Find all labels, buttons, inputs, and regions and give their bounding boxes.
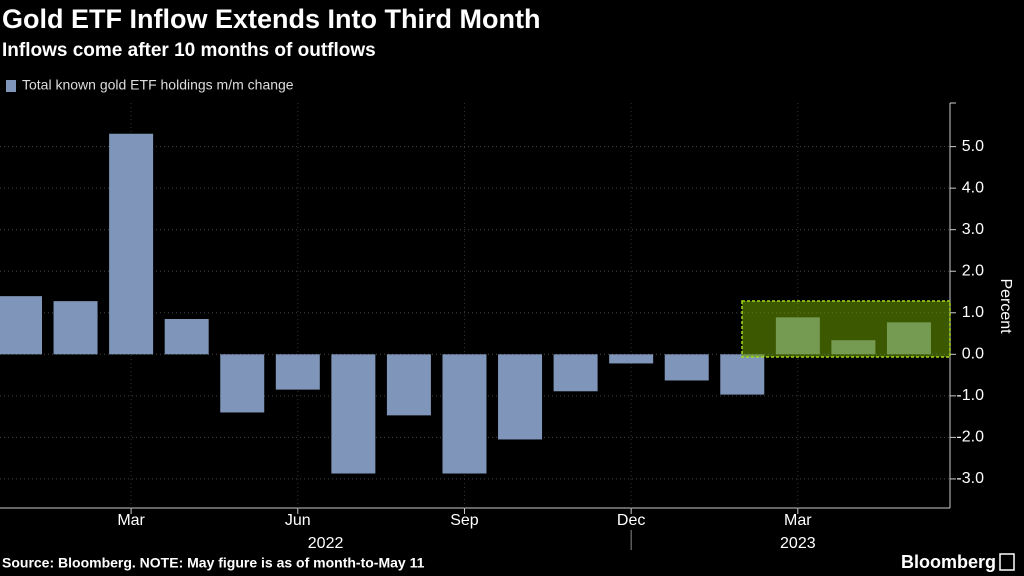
bar xyxy=(498,354,543,440)
bar xyxy=(720,354,765,395)
brand-icon xyxy=(999,553,1015,571)
bar xyxy=(0,296,42,355)
source-note: Source: Bloomberg. NOTE: May figure is a… xyxy=(2,555,425,571)
bar xyxy=(386,354,431,416)
bar xyxy=(275,354,320,390)
bar xyxy=(109,133,154,355)
y-tick-label: 4.0 xyxy=(962,179,984,196)
highlight-box xyxy=(741,300,951,358)
bar xyxy=(553,354,598,392)
y-axis-label: Percent xyxy=(997,278,1014,334)
bar xyxy=(164,319,209,355)
bar xyxy=(53,301,98,355)
chart-subtitle: Inflows come after 10 months of outflows xyxy=(2,40,376,61)
y-tick-label: -2.0 xyxy=(956,429,984,446)
brand: Bloomberg xyxy=(901,552,996,572)
bar xyxy=(331,354,376,474)
x-tick-label: Mar xyxy=(117,512,145,529)
bar xyxy=(220,354,265,413)
x-tick-label: Sep xyxy=(450,512,479,529)
y-tick-label: -3.0 xyxy=(956,470,984,487)
bar xyxy=(442,354,487,474)
y-tick-label: -1.0 xyxy=(956,387,984,404)
y-tick-label: 2.0 xyxy=(962,262,984,279)
y-tick-label: 1.0 xyxy=(962,304,984,321)
chart-title: Gold ETF Inflow Extends Into Third Month xyxy=(2,4,540,34)
bar xyxy=(609,354,654,364)
legend-swatch xyxy=(6,80,16,92)
x-tick-label: Dec xyxy=(617,512,645,529)
y-tick-label: 5.0 xyxy=(962,138,984,155)
legend-label: Total known gold ETF holdings m/m change xyxy=(22,77,294,93)
x-tick-label: Jun xyxy=(285,512,311,529)
bar xyxy=(664,354,709,381)
x-year-label: 2023 xyxy=(780,535,816,552)
y-tick-label: 0.0 xyxy=(962,346,984,363)
x-year-label: 2022 xyxy=(308,535,344,552)
x-tick-label: Mar xyxy=(784,512,812,529)
y-tick-label: 3.0 xyxy=(962,221,984,238)
